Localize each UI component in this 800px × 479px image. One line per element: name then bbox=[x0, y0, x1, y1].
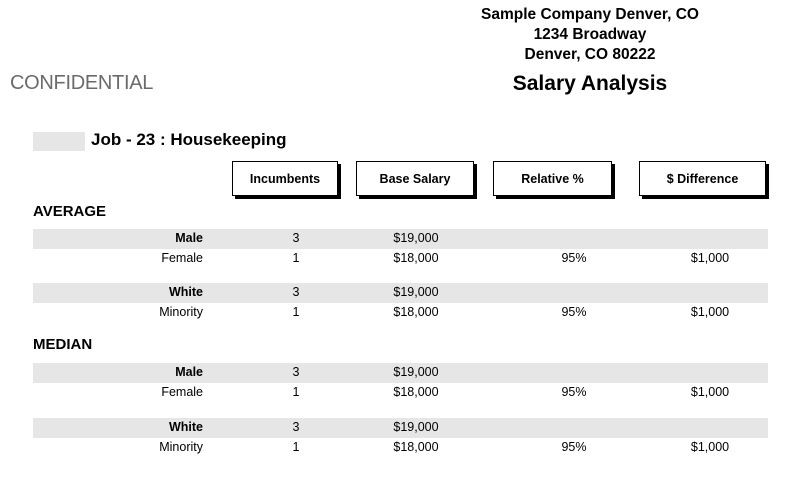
incumbents-value: 3 bbox=[292, 365, 300, 379]
row-label: Minority bbox=[159, 305, 203, 319]
difference-value bbox=[640, 282, 780, 302]
relative-value bbox=[494, 228, 654, 248]
incumbents-value: 3 bbox=[292, 231, 300, 245]
base-salary-value: $18,000 bbox=[393, 385, 439, 399]
relative-value: 95% bbox=[561, 440, 587, 454]
incumbents-value: 1 bbox=[292, 251, 300, 265]
column-header-difference: $ Difference bbox=[639, 161, 766, 196]
relative-value: 95% bbox=[561, 385, 587, 399]
column-header-relative: Relative % bbox=[493, 161, 612, 196]
company-city: Denver, CO 80222 bbox=[524, 46, 656, 63]
row-label: Minority bbox=[159, 440, 203, 454]
job-title: Job - 23 : Housekeeping bbox=[91, 130, 287, 149]
table-row-band bbox=[33, 418, 768, 438]
row-label: Female bbox=[161, 251, 203, 265]
incumbents-value: 1 bbox=[292, 305, 300, 319]
company-name: Sample Company Denver, CO bbox=[481, 6, 699, 23]
base-salary-value: $18,000 bbox=[393, 440, 439, 454]
company-address: 1234 Broadway bbox=[533, 26, 647, 43]
incumbents-value: 1 bbox=[292, 385, 300, 399]
base-salary-value: $19,000 bbox=[393, 231, 439, 245]
report-title: Salary Analysis bbox=[512, 72, 668, 95]
row-label: Female bbox=[161, 385, 203, 399]
row-label: White bbox=[168, 420, 203, 434]
section-title-average: AVERAGE bbox=[33, 203, 107, 220]
section-title-median: MEDIAN bbox=[33, 336, 93, 353]
difference-value bbox=[640, 362, 780, 382]
incumbents-value: 3 bbox=[292, 285, 300, 299]
difference-value: $1,000 bbox=[690, 305, 730, 319]
base-salary-value: $18,000 bbox=[393, 251, 439, 265]
incumbents-value: 3 bbox=[292, 420, 300, 434]
table-row-band bbox=[33, 283, 768, 303]
incumbents-value: 1 bbox=[292, 440, 300, 454]
relative-value bbox=[494, 362, 654, 382]
relative-value: 95% bbox=[561, 305, 587, 319]
relative-value bbox=[494, 282, 654, 302]
column-header-incumbents: Incumbents bbox=[232, 161, 338, 196]
column-header-base-salary: Base Salary bbox=[356, 161, 474, 196]
base-salary-value: $19,000 bbox=[393, 420, 439, 434]
difference-value: $1,000 bbox=[690, 440, 730, 454]
base-salary-value: $18,000 bbox=[393, 305, 439, 319]
difference-value bbox=[640, 417, 780, 437]
difference-value bbox=[640, 228, 780, 248]
difference-value: $1,000 bbox=[690, 251, 730, 265]
base-salary-value: $19,000 bbox=[393, 365, 439, 379]
difference-value: $1,000 bbox=[690, 385, 730, 399]
relative-value bbox=[494, 417, 654, 437]
row-label: Male bbox=[175, 231, 203, 245]
confidential-label: CONFIDENTIAL bbox=[10, 72, 154, 94]
job-marker-box bbox=[33, 132, 85, 151]
row-label: White bbox=[168, 285, 203, 299]
table-row-band bbox=[33, 229, 768, 249]
relative-value: 95% bbox=[561, 251, 587, 265]
row-label: Male bbox=[175, 365, 203, 379]
table-row-band bbox=[33, 363, 768, 383]
base-salary-value: $19,000 bbox=[393, 285, 439, 299]
